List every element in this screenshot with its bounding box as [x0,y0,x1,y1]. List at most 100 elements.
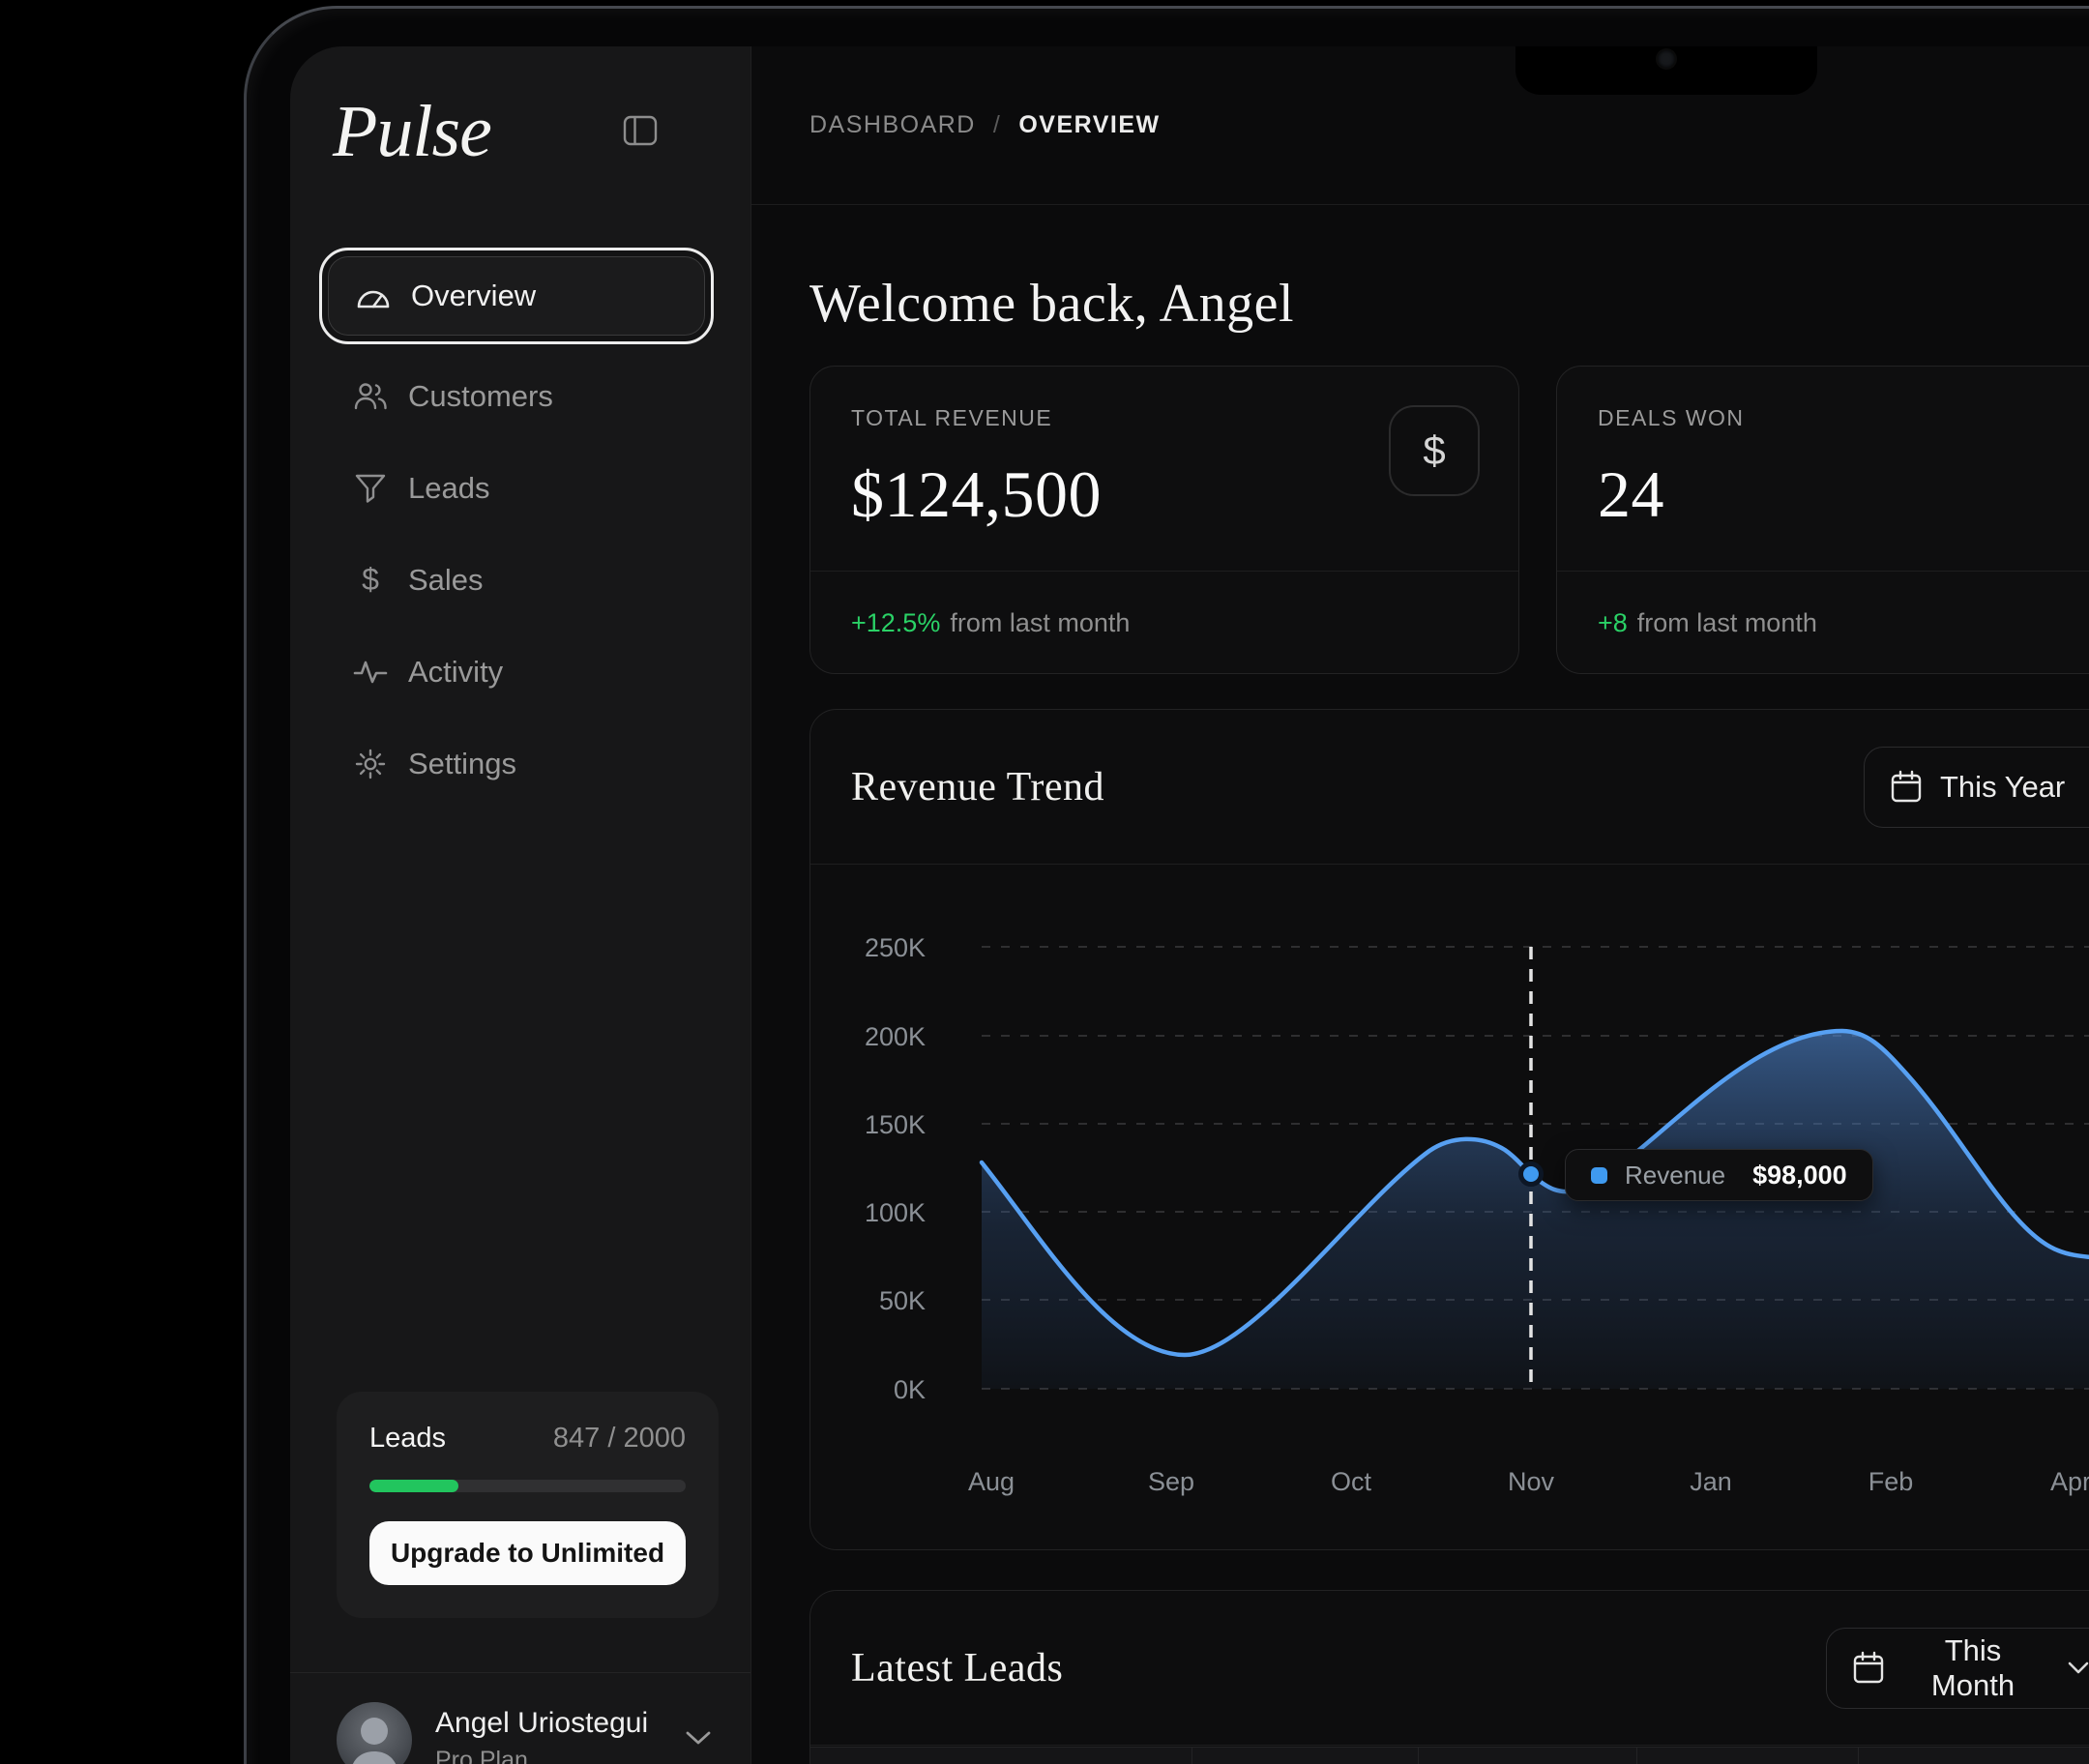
camera-notch [1515,46,1817,95]
main-area: DASHBOARD / OVERVIEW Welcome back, Angel… [751,46,2089,1764]
stat-label: TOTAL REVENUE [851,405,1053,430]
sidebar-item-activity[interactable]: Activity [290,626,750,718]
svg-text:100K: 100K [865,1198,926,1227]
usage-count: 847 / 2000 [552,1423,686,1454]
dollar-icon: $ [352,563,389,598]
camera-dot [1658,50,1675,68]
column-divider [1858,1748,1859,1764]
leads-card-title: Latest Leads [851,1645,1064,1690]
stats-row: TOTAL REVENUE $124,500 $ +12.5% from las… [809,366,2089,674]
svg-text:Aug: Aug [968,1467,1015,1496]
users-icon [352,381,389,412]
stat-texts: DEALS WON 24 [1598,405,1745,571]
usage-label: Leads [369,1423,447,1454]
svg-text:0K: 0K [894,1375,926,1404]
user-profile[interactable]: Angel Uriostegui Pro Plan [290,1672,750,1764]
user-name: Angel Uriostegui [435,1706,649,1739]
calendar-icon [1890,770,1923,805]
stat-delta-row: +8 from last month [1557,572,2089,673]
dollar-icon: $ [1389,405,1480,496]
breadcrumb: DASHBOARD / OVERVIEW [751,46,2089,205]
sidebar-collapse-button[interactable] [623,114,658,150]
panel-left-icon [623,114,658,150]
gauge-icon [355,281,392,310]
svg-text:Sep: Sep [1148,1467,1194,1496]
calendar-icon [1852,1651,1885,1686]
sidebar-item-label: Leads [408,470,490,505]
user-meta: Angel Uriostegui Pro Plan [435,1705,662,1764]
svg-text:Apr: Apr [2050,1467,2089,1496]
stat-texts: TOTAL REVENUE $124,500 [851,405,1102,571]
y-axis-labels: 250K 200K 150K 100K 50K 0K [865,933,926,1404]
app-logo: Pulse [333,91,492,172]
series-swatch [1591,1166,1607,1184]
column-divider [1636,1748,1637,1764]
revenue-card-header: Revenue Trend [810,710,2089,865]
gear-icon [352,748,389,780]
range-label: This Month [1930,1633,2015,1702]
sidebar-item-sales[interactable]: $ Sales [290,534,750,626]
range-label: This Year [1940,770,2066,804]
sidebar-item-label: Activity [408,654,504,689]
main-content: Welcome back, Angel TOTAL REVENUE $124,5… [751,273,2089,1764]
breadcrumb-separator: / [992,111,1002,138]
sidebar-item-settings[interactable]: Settings [290,718,750,809]
latest-leads-card: Latest Leads This Month [809,1590,2089,1764]
revenue-range-select[interactable]: This Year [1864,747,2089,828]
usage-progress-fill [369,1480,458,1492]
activity-icon [352,659,389,686]
upgrade-button[interactable]: Upgrade to Unlimited [369,1521,686,1585]
svg-text:50K: 50K [879,1286,926,1315]
stat-delta-note: from last month [950,607,1131,637]
app-screen: Pulse Overview [290,46,2089,1764]
leads-table-header-strip [810,1747,2089,1764]
svg-text:200K: 200K [865,1022,926,1051]
leads-range-select[interactable]: This Month [1826,1628,2089,1709]
tooltip-value: $98,000 [1752,1160,1847,1190]
leads-usage-card: Leads 847 / 2000 Upgrade to Unlimited [337,1392,719,1618]
highlight-point [1518,1161,1544,1187]
page-title: Welcome back, Angel [809,274,1295,334]
stat-card-deals-won: DEALS WON 24 +8 from last month [1556,366,2089,674]
sidebar-item-customers[interactable]: Customers [290,350,750,442]
sidebar-item-leads[interactable]: Leads [290,442,750,534]
sidebar: Pulse Overview [290,46,751,1764]
svg-text:Jan: Jan [1690,1467,1732,1496]
revenue-card-title: Revenue Trend [851,764,1104,809]
funnel-icon [352,473,389,504]
svg-text:250K: 250K [865,933,926,962]
stat-delta-row: +12.5% from last month [810,572,1518,673]
dollar-glyph: $ [1423,427,1446,473]
sidebar-item-label: Customers [408,378,553,413]
sidebar-item-label: Overview [411,279,537,312]
sidebar-item-label: Settings [408,746,517,780]
svg-text:Oct: Oct [1331,1467,1372,1496]
stat-delta: +12.5% [851,607,941,637]
usage-progress-bar [369,1480,686,1492]
stat-upper: DEALS WON 24 [1557,367,2089,572]
sidebar-item-overview[interactable]: Overview [319,248,714,344]
stat-label: DEALS WON [1598,405,1745,430]
breadcrumb-section[interactable]: DASHBOARD [809,111,976,138]
stat-card-total-revenue: TOTAL REVENUE $124,500 $ +12.5% from las… [809,366,1519,674]
stat-value: $124,500 [851,457,1102,531]
stat-delta-note: from last month [1636,607,1817,637]
column-divider [1418,1748,1419,1764]
sidebar-item-label: Sales [408,562,484,597]
user-plan: Pro Plan [435,1747,528,1764]
chart-tooltip: Revenue $98,000 [1565,1149,1873,1201]
breadcrumb-page: OVERVIEW [1018,111,1161,138]
svg-text:Nov: Nov [1508,1467,1555,1496]
stat-delta: +8 [1598,607,1628,637]
revenue-chart: 250K 200K 150K 100K 50K 0K [865,933,2089,1496]
revenue-area [982,1031,2089,1389]
sidebar-nav: Overview Customers [290,248,750,809]
sidebar-spacer [290,809,750,1392]
svg-text:150K: 150K [865,1110,926,1139]
leads-card-header: Latest Leads [810,1591,2089,1746]
stat-upper: TOTAL REVENUE $124,500 $ [810,367,1518,572]
x-axis-labels: Aug Sep Oct Nov Jan Feb Apr [968,1467,2089,1496]
chevron-down-icon [685,1729,712,1751]
sidebar-header: Pulse [290,46,750,168]
